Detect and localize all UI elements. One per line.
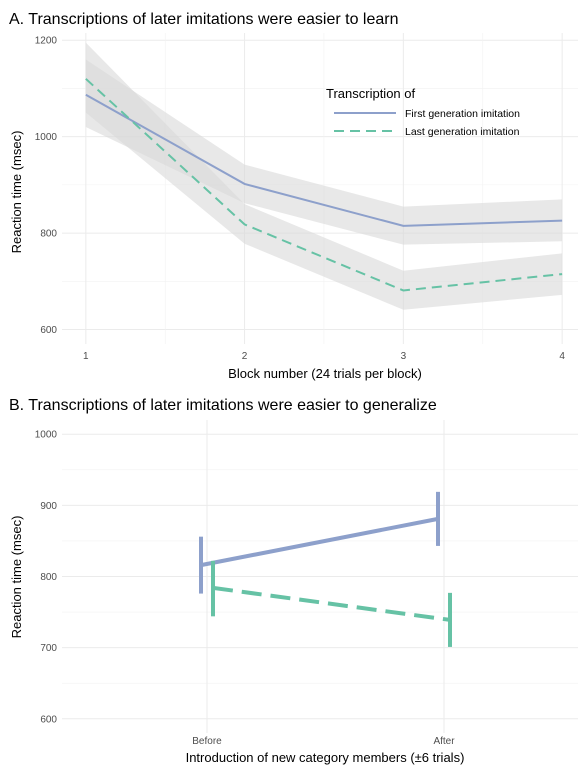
panel-b-y-tick-label: 900 xyxy=(40,501,57,512)
panel-a-y-tick-label: 600 xyxy=(40,325,57,336)
panel-a-ribbon-last xyxy=(85,42,563,310)
panel-b-y-tick-label: 1000 xyxy=(35,430,58,441)
panel-a-y-tick-label: 1000 xyxy=(35,132,58,143)
panel-b-line-first xyxy=(200,516,439,568)
panel-b-title: B. Transcriptions of later imitations we… xyxy=(9,397,437,414)
legend-label-first: First generation imitation xyxy=(405,108,520,120)
legend-label-last: Last generation imitation xyxy=(405,126,520,138)
panel-a-title: A. Transcriptions of later imitations we… xyxy=(9,11,399,28)
panel-b-line-last xyxy=(212,585,451,622)
panel-b-marks xyxy=(199,491,452,647)
legend-title: Transcription of xyxy=(326,86,415,101)
panel-a-x-tick-label: 1 xyxy=(83,351,89,362)
panel-b-y-ticks: 600 700 800 900 1000 xyxy=(35,430,58,726)
panel-a-x-tick-label: 4 xyxy=(559,351,565,362)
panel-b-x-tick-label: After xyxy=(433,736,455,747)
panel-a-line-last xyxy=(85,78,563,292)
panel-b-y-axis-title: Reaction time (msec) xyxy=(9,516,24,639)
panel-a: A. Transcriptions of later imitations we… xyxy=(9,11,578,381)
panel-b-x-ticks: Before After xyxy=(192,736,455,747)
panel-a-x-ticks: 1 2 3 4 xyxy=(83,351,565,362)
panel-b-y-tick-label: 700 xyxy=(40,643,57,654)
panel-a-y-axis-title: Reaction time (msec) xyxy=(9,131,24,254)
panel-b-grid xyxy=(62,420,578,733)
panel-a-y-ticks: 600 800 1000 1200 xyxy=(35,36,58,336)
panel-b: B. Transcriptions of later imitations we… xyxy=(9,397,578,765)
panel-a-lines xyxy=(85,78,563,292)
panel-a-ribbons xyxy=(85,42,563,310)
panel-a-y-tick-label: 1200 xyxy=(35,36,58,47)
panel-b-y-tick-label: 800 xyxy=(40,572,57,583)
panel-a-line-first xyxy=(85,93,563,227)
panel-b-y-tick-label: 600 xyxy=(40,714,57,725)
panel-a-x-tick-label: 2 xyxy=(242,351,248,362)
panel-b-x-tick-label: Before xyxy=(192,736,222,747)
panel-a-x-axis-title: Block number (24 trials per block) xyxy=(228,366,422,381)
legend: Transcription of First generation imitat… xyxy=(326,86,520,138)
panel-a-y-tick-label: 800 xyxy=(40,229,57,240)
panel-a-x-tick-label: 3 xyxy=(401,351,407,362)
panel-b-x-axis-title: Introduction of new category members (±6… xyxy=(186,750,465,765)
